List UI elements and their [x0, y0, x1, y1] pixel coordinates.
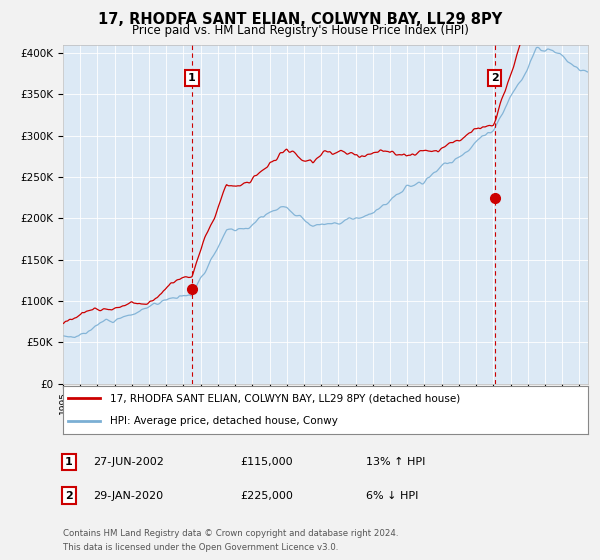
Text: Contains HM Land Registry data © Crown copyright and database right 2024.: Contains HM Land Registry data © Crown c…	[63, 529, 398, 538]
Text: HPI: Average price, detached house, Conwy: HPI: Average price, detached house, Conw…	[110, 416, 338, 426]
Text: 1: 1	[188, 73, 196, 83]
Text: 17, RHODFA SANT ELIAN, COLWYN BAY, LL29 8PY: 17, RHODFA SANT ELIAN, COLWYN BAY, LL29 …	[98, 12, 502, 27]
Text: 27-JUN-2002: 27-JUN-2002	[93, 457, 164, 467]
Text: 17, RHODFA SANT ELIAN, COLWYN BAY, LL29 8PY (detached house): 17, RHODFA SANT ELIAN, COLWYN BAY, LL29 …	[110, 393, 461, 403]
Text: £225,000: £225,000	[240, 491, 293, 501]
Text: This data is licensed under the Open Government Licence v3.0.: This data is licensed under the Open Gov…	[63, 543, 338, 552]
Text: 13% ↑ HPI: 13% ↑ HPI	[366, 457, 425, 467]
Text: 2: 2	[65, 491, 73, 501]
Text: Price paid vs. HM Land Registry's House Price Index (HPI): Price paid vs. HM Land Registry's House …	[131, 24, 469, 36]
Text: 2: 2	[491, 73, 499, 83]
Text: 6% ↓ HPI: 6% ↓ HPI	[366, 491, 418, 501]
Text: 1: 1	[65, 457, 73, 467]
Text: 29-JAN-2020: 29-JAN-2020	[93, 491, 163, 501]
Text: £115,000: £115,000	[240, 457, 293, 467]
